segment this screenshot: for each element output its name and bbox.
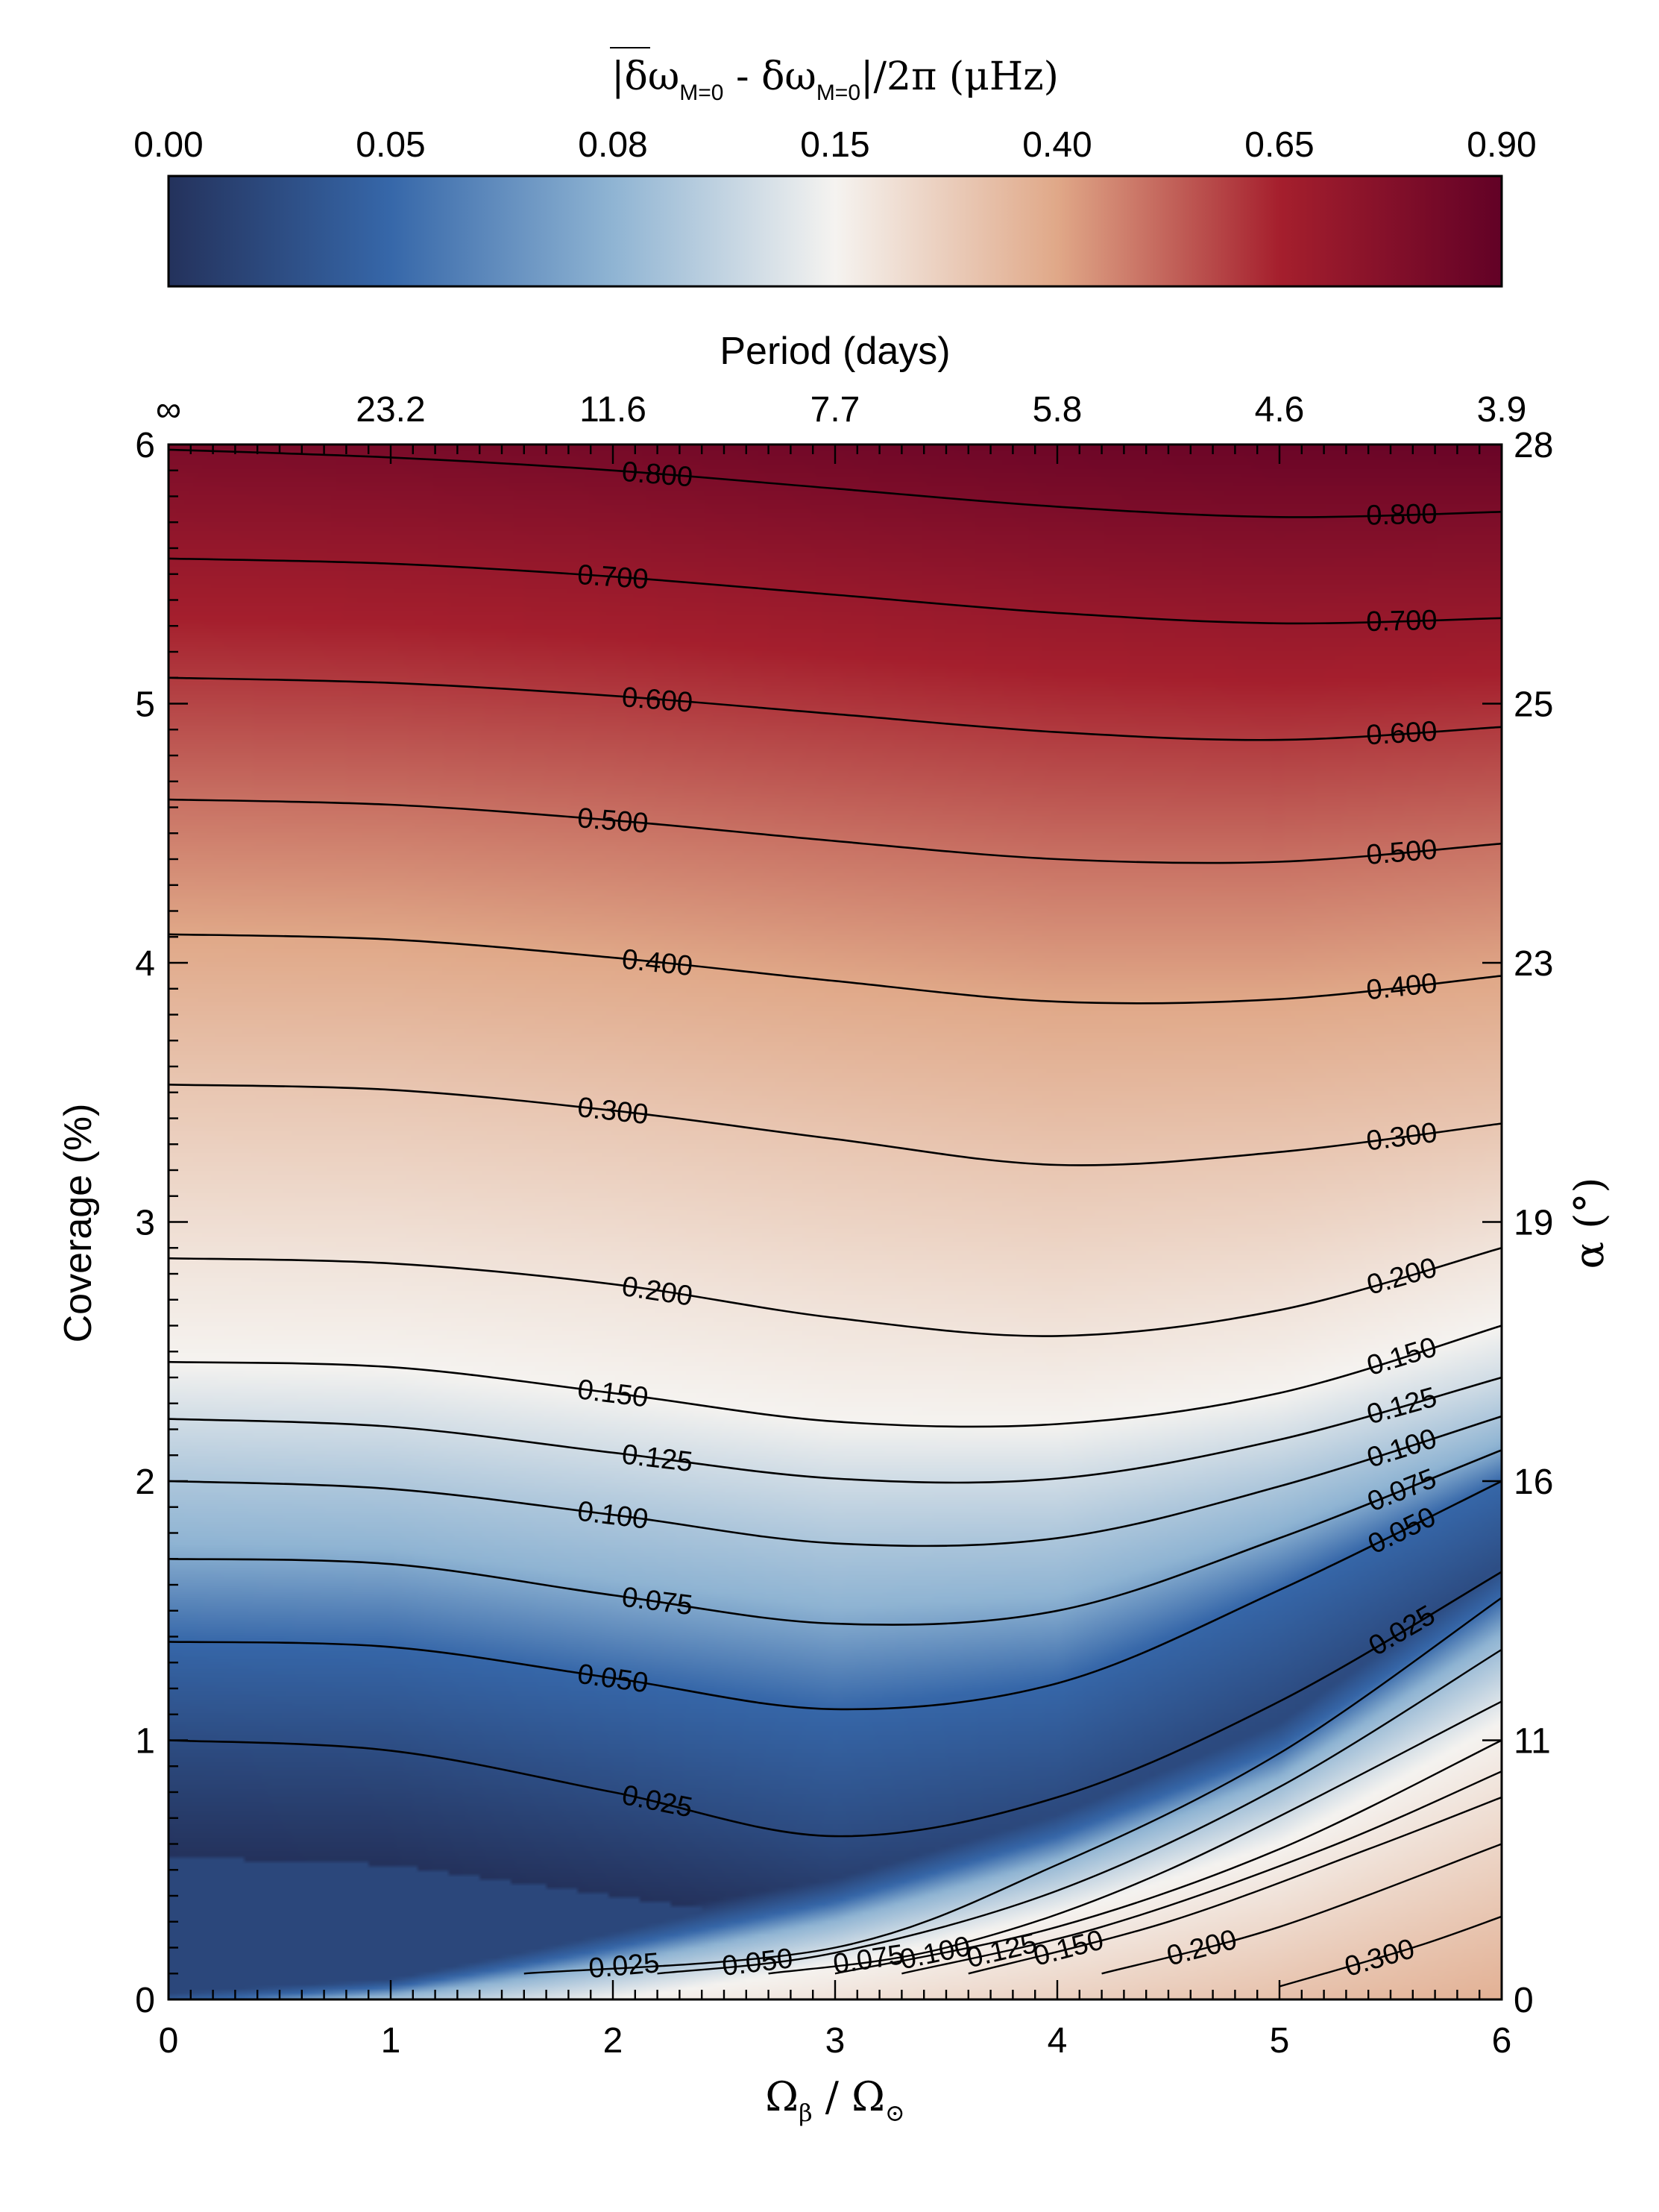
y-right-tick-label: 16	[1514, 1462, 1553, 1502]
contour-line-0.150	[169, 1325, 1502, 1428]
x-tick-label: 4	[1048, 2021, 1068, 2061]
x-tick-label: 3	[825, 2021, 846, 2061]
x-tick-label: 2	[603, 2021, 623, 2061]
contour-label-left-0.400-text: 0.400	[620, 943, 694, 982]
contour-label-left-0.500: 0.500	[576, 802, 649, 840]
ridge-contour-0.200	[1101, 1843, 1502, 1975]
colorbar-tick-label: 0.15	[800, 125, 869, 165]
y-right-axis-title: α (°)	[1566, 1178, 1613, 1269]
y-axis-title: Coverage (%)	[57, 1104, 100, 1343]
x-top-tick-label: ∞	[156, 390, 181, 430]
heatmap-field	[169, 444, 1502, 1999]
ridge-contour-lines	[523, 1597, 1502, 1988]
axis-ticks	[167, 443, 1503, 2001]
y-tick-label: 5	[135, 685, 155, 725]
contour-label-right-0.400-text: 0.400	[1365, 968, 1439, 1007]
contour-label-left-0.700: 0.700	[576, 559, 649, 596]
ridge-contour-0.125	[901, 1770, 1502, 1975]
y-tick-label: 2	[135, 1462, 155, 1502]
x-top-tick-label: 3.9	[1477, 390, 1527, 430]
x-tick-label: 1	[381, 2021, 401, 2061]
x-tick-labels: 0 1 2 3 4 5 6	[159, 2021, 1512, 2061]
y-right-tick-label: 28	[1514, 426, 1553, 465]
y-right-tick-label: 0	[1514, 1981, 1534, 2020]
colorbar-tick-label: 0.90	[1467, 125, 1536, 165]
contour-label-left-0.800-text: 0.800	[620, 456, 693, 494]
y-right-tick-label: 11	[1514, 1722, 1551, 1762]
ridge-label-0.025: 0.025	[588, 1947, 661, 1985]
contour-line-0.500	[169, 798, 1502, 864]
ridge-label-0.025-text: 0.025	[588, 1947, 661, 1985]
contour-line-0.050	[169, 1480, 1502, 1711]
y-right-tick-label: 25	[1514, 685, 1553, 725]
x-top-tick-label: 7.7	[810, 390, 860, 430]
y-tick-label: 3	[135, 1204, 155, 1243]
contour-label-left-0.400: 0.400	[620, 943, 694, 982]
contour-label-right-0.500-text: 0.500	[1365, 834, 1438, 871]
contour-label-right-0.700-text: 0.700	[1366, 605, 1438, 638]
contour-label-right-0.800: 0.800	[1366, 498, 1438, 531]
contour-line-0.600	[169, 676, 1502, 741]
colorbar-tick-label: 0.65	[1244, 125, 1314, 165]
contour-line-0.075	[169, 1449, 1502, 1626]
colorbar-tick-label: 0.08	[578, 125, 647, 165]
contour-line-0.400	[169, 933, 1502, 1005]
x-top-tick-label: 11.6	[579, 390, 646, 430]
contour-label-left-0.500-text: 0.500	[576, 802, 649, 840]
contour-label-right-0.600-text: 0.600	[1365, 716, 1438, 751]
contour-line-0.200	[169, 1247, 1502, 1337]
y-tick-label: 1	[135, 1722, 155, 1762]
y-tick-labels: 0 1 2 3 4 5 6	[135, 426, 155, 2020]
contour-lines	[169, 448, 1502, 1838]
x-top-tick-label: 4.6	[1255, 390, 1305, 430]
x-top-tick-label: 23.2	[356, 390, 425, 430]
contour-label-right-0.700: 0.700	[1366, 605, 1438, 638]
ridge-contour-0.050	[657, 1648, 1502, 1975]
colorbar-title: |δωM=0 - δωM=0|/2π (μHz)	[611, 54, 1059, 105]
ridge-contour-0.300	[1279, 1915, 1502, 1988]
x-top-tick-labels: ∞ 23.2 11.6 7.7 5.8 4.6 3.9	[156, 390, 1526, 430]
ridge-contour-0.075	[768, 1700, 1502, 1975]
contour-line-0.125	[169, 1376, 1502, 1484]
contour-label-right-0.500: 0.500	[1365, 834, 1438, 871]
ridge-contour-0.100	[834, 1739, 1502, 1975]
x-tick-label: 6	[1492, 2021, 1512, 2061]
contour-label-left-0.700-text: 0.700	[576, 559, 649, 596]
y-right-tick-labels: 0 11 16 19 23 25 28	[1514, 426, 1553, 2020]
contour-line-0.025	[169, 1571, 1502, 1838]
contour-label-left-0.600-text: 0.600	[620, 682, 693, 719]
colorbar-tick-labels: 0.00 0.05 0.08 0.15 0.40 0.65 0.90	[133, 125, 1536, 165]
x-axis-title: Ωβ / Ω⊙	[765, 2073, 904, 2127]
contour-line-0.700	[169, 557, 1502, 625]
ridge-contour-0.025	[523, 1597, 1502, 1975]
y-tick-label: 0	[135, 1981, 155, 2020]
colorbar-tick-label: 0.40	[1022, 125, 1092, 165]
contour-label-right-0.400: 0.400	[1365, 968, 1439, 1007]
ridge-contour-0.150	[968, 1796, 1502, 1975]
x-tick-label: 0	[159, 2021, 179, 2061]
contour-line-0.300	[169, 1084, 1502, 1166]
contour-line-0.100	[169, 1415, 1502, 1548]
y-right-tick-label: 23	[1514, 944, 1553, 984]
contour-label-left-0.800: 0.800	[620, 456, 693, 494]
contour-label-left-0.300: 0.300	[576, 1092, 649, 1131]
y-right-tick-label: 19	[1514, 1204, 1553, 1243]
colorbar	[167, 175, 1503, 288]
colorbar-tick-label: 0.05	[356, 125, 425, 165]
contour-label-left-0.300-text: 0.300	[576, 1092, 649, 1131]
contour-label-right-0.800-text: 0.800	[1366, 498, 1438, 531]
y-tick-label: 6	[135, 426, 155, 465]
x-top-tick-label: 5.8	[1033, 390, 1083, 430]
contour-label-left-0.600: 0.600	[620, 682, 693, 719]
y-tick-label: 4	[135, 944, 155, 984]
x-tick-label: 5	[1270, 2021, 1290, 2061]
colorbar-tick-label: 0.00	[133, 125, 203, 165]
contour-label-right-0.600: 0.600	[1365, 716, 1438, 751]
x-top-axis-title: Period (days)	[720, 330, 950, 373]
